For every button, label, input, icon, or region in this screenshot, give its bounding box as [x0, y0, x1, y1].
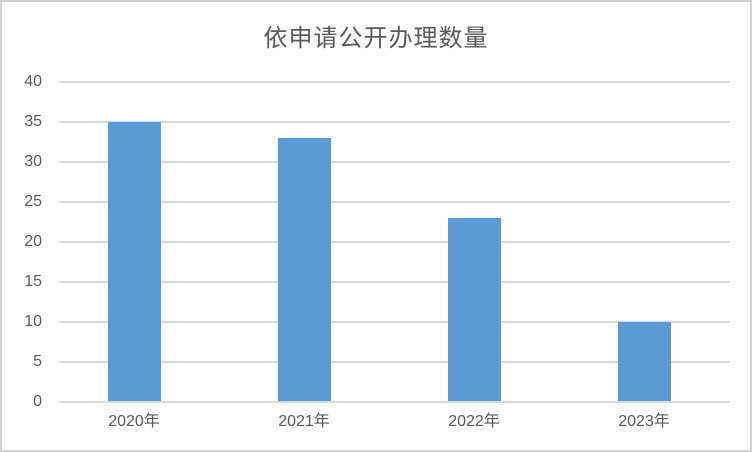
y-axis-tick-label: 15 — [24, 273, 42, 290]
bar — [107, 122, 161, 401]
y-axis-tick-label: 40 — [24, 73, 42, 90]
y-axis-tick-label: 10 — [24, 313, 42, 330]
gridline — [59, 321, 730, 323]
y-axis-tick-label: 30 — [24, 153, 42, 170]
y-axis-tick-label: 0 — [33, 393, 42, 410]
x-category-label: 2020年 — [108, 413, 160, 430]
bar — [277, 138, 331, 401]
chart-title: 依申请公开办理数量 — [263, 25, 489, 52]
x-category-label: 2021年 — [278, 413, 330, 430]
y-axis-tick-label: 35 — [24, 113, 42, 130]
y-axis-tick-label: 25 — [24, 193, 42, 210]
y-axis-tick-label: 5 — [33, 353, 42, 370]
x-category-label: 2022年 — [448, 413, 500, 430]
gridline — [59, 241, 730, 243]
gridline — [59, 201, 730, 203]
gridline — [59, 361, 730, 363]
x-category-label: 2023年 — [618, 413, 670, 430]
gridline — [59, 121, 730, 123]
gridline — [59, 81, 730, 83]
gridline — [59, 401, 730, 403]
gridline — [59, 161, 730, 163]
y-axis-tick-label: 20 — [24, 233, 42, 250]
gridline — [59, 281, 730, 283]
bar — [617, 322, 671, 401]
bar — [447, 218, 501, 401]
